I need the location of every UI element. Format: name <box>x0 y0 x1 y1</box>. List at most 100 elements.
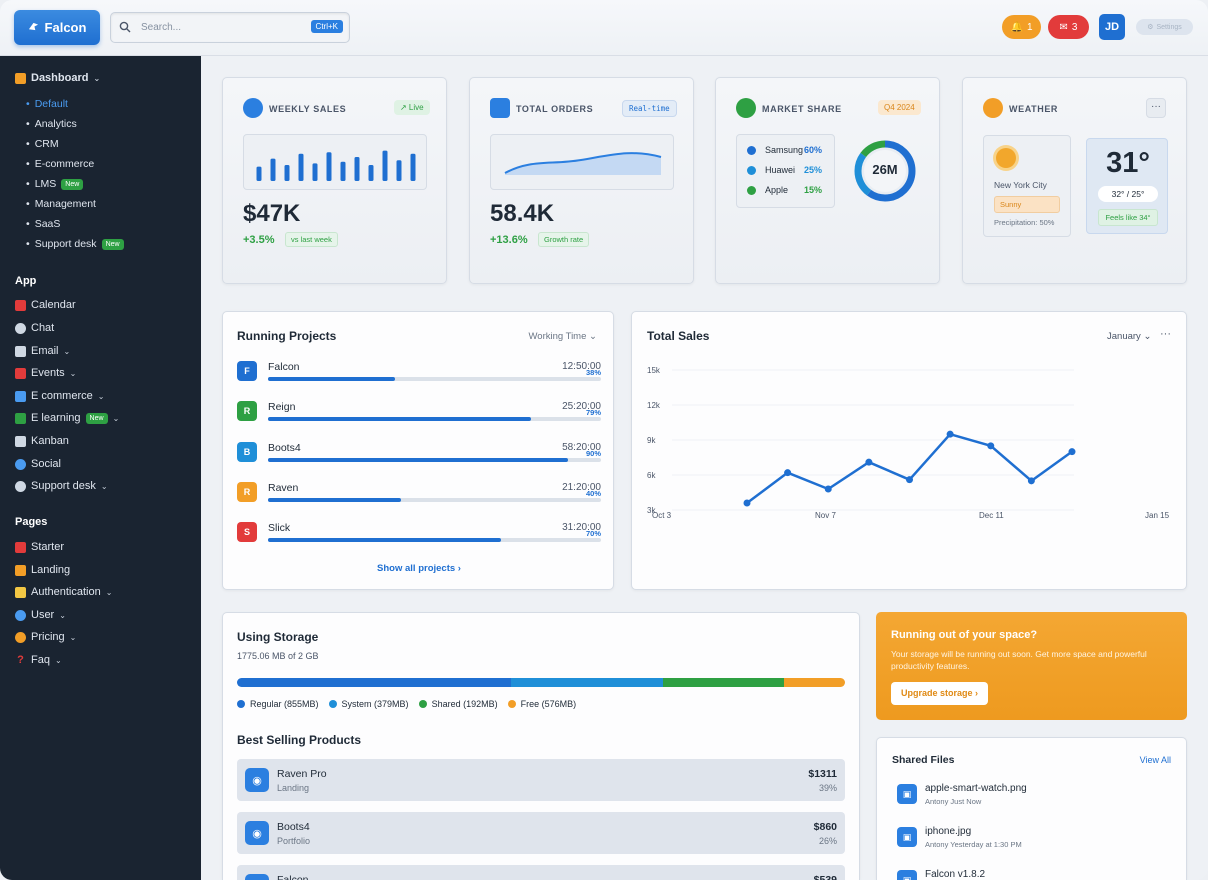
view-all-link[interactable]: View All <box>1139 755 1171 765</box>
mail-icon <box>15 345 26 357</box>
bullet-icon: • <box>26 218 30 230</box>
sales-data-point[interactable] <box>784 469 792 477</box>
upgrade-storage-button[interactable]: Upgrade storage › <box>891 682 988 705</box>
sidebar-item-e-learning[interactable]: E learning New ⌄ <box>15 412 119 424</box>
sidebar-item-dashboard[interactable]: Dashboard ⌄ <box>15 72 100 84</box>
project-row[interactable]: B Boots4 58:20:00 90% <box>237 441 601 476</box>
shared-file-row[interactable]: ▣ apple-smart-watch.png Antony Just Now <box>897 782 1177 812</box>
file-meta: Antony Yesterday at 1:30 PM <box>925 840 1022 849</box>
sidebar-item-e-commerce[interactable]: E commerce ⌄ <box>15 390 104 402</box>
sidebar-item-calendar[interactable]: Calendar <box>15 299 76 311</box>
sales-data-point[interactable] <box>865 458 873 466</box>
legend-label: Regular (855MB) <box>250 699 319 709</box>
sidebar-sub-lms[interactable]: • LMS New <box>26 178 84 190</box>
sales-data-point[interactable] <box>743 499 751 507</box>
storage-legend-item: System (379MB) <box>328 699 409 709</box>
sidebar-item-faq[interactable]: ? Faq ⌄ <box>15 654 62 666</box>
shared-file-row[interactable]: ▣ Falcon v1.8.2 <box>897 868 1177 880</box>
card-title: Running Projects <box>237 329 337 343</box>
sidebar-item-label: Events <box>31 367 65 379</box>
total-sales-card: Total Sales January ⌄ ··· 15k 12k 9k 6k 3k Oc… <box>631 311 1187 590</box>
sidebar-item-landing[interactable]: Landing <box>15 564 70 576</box>
search-input[interactable]: Search... Ctrl+K <box>110 12 350 43</box>
running-projects-card: Running Projects Working Time ⌄ F Falcon 1… <box>222 311 614 590</box>
project-row[interactable]: R Reign 25:20:00 79% <box>237 401 601 435</box>
new-badge: New <box>101 238 124 250</box>
market-share-donut <box>854 140 916 202</box>
weekly-sales-bars <box>256 150 416 181</box>
shared-file-row[interactable]: ▣ iphone.jpg Antony Yesterday at 1:30 PM <box>897 825 1177 855</box>
sales-data-point[interactable] <box>824 485 832 493</box>
legend-label: Free (576MB) <box>520 699 577 709</box>
sidebar-item-events[interactable]: Events ⌄ <box>15 367 76 379</box>
sidebar-sub-default[interactable]: • Default <box>26 98 68 110</box>
sidebar-item-chat[interactable]: Chat <box>15 322 54 334</box>
sidebar-item-pricing[interactable]: Pricing ⌄ <box>15 631 76 643</box>
banner-body: Your storage will be running out soon. G… <box>891 649 1147 671</box>
product-percent: 26% <box>818 836 837 846</box>
project-row[interactable]: F Falcon 12:50:00 38% <box>237 361 601 395</box>
project-progress-track <box>268 417 601 422</box>
show-all-projects-link[interactable]: Show all projects › <box>377 563 461 574</box>
sidebar-item-label: Starter <box>31 541 65 553</box>
file-name: apple-smart-watch.png <box>925 783 1027 794</box>
pin-icon <box>243 98 263 118</box>
sidebar-item-kanban[interactable]: Kanban <box>15 435 69 447</box>
graduation-cap-icon <box>15 412 26 424</box>
storage-card: Using Storage 1775.06 MB of 2 GB Regular… <box>222 612 860 880</box>
settings-button[interactable]: ⚙ Settings <box>1136 19 1193 35</box>
product-row[interactable]: ◉ Boots4 Portfolio $860 26% <box>237 812 845 854</box>
sidebar-item-starter[interactable]: Starter <box>15 541 64 553</box>
shared-files-card: Shared Files View All ▣ apple-smart-watch… <box>876 737 1187 880</box>
sales-data-point[interactable] <box>906 476 913 484</box>
product-row[interactable]: ◉ Falcon $539 <box>237 865 845 880</box>
legend-dot <box>747 186 756 195</box>
sidebar-item-authentication[interactable]: Authentication ⌄ <box>15 586 112 598</box>
sidebar-item-support-desk[interactable]: Support desk ⌄ <box>15 480 108 492</box>
sidebar-item-email[interactable]: Email ⌄ <box>15 345 70 357</box>
messages-button[interactable]: ✉ 3 <box>1048 15 1089 39</box>
project-row[interactable]: R Raven 21:20:00 40% <box>237 481 601 516</box>
more-options-button[interactable]: ··· <box>1146 98 1166 118</box>
chevron-down-icon: ⌄ <box>93 73 101 83</box>
sales-data-point[interactable] <box>946 430 954 438</box>
project-progress-track <box>268 377 601 381</box>
sidebar-sub-saas[interactable]: • SaaS <box>26 218 60 230</box>
project-progress-track <box>268 538 601 543</box>
sidebar-sub-analytics[interactable]: • Analytics <box>26 118 77 130</box>
notifications-button[interactable]: 🔔 1 <box>1002 15 1041 39</box>
month-dropdown[interactable]: January ⌄ <box>1107 331 1151 342</box>
project-row[interactable]: S Slick 31:20:00 70% <box>237 522 601 556</box>
weather-feels-like: Feels like 34° <box>1098 209 1158 226</box>
sidebar-item-user[interactable]: User ⌄ <box>15 609 66 621</box>
mail-icon: ✉ <box>1059 21 1068 33</box>
storage-segment <box>510 678 663 687</box>
brand-logo-button[interactable]: Falcon <box>14 10 100 45</box>
sales-data-point[interactable] <box>987 442 995 450</box>
x-tick-label: Nov 7 <box>815 511 836 520</box>
x-tick-label: Dec 11 <box>979 511 1004 520</box>
sidebar-sub-management[interactable]: • Management <box>26 198 96 210</box>
project-name: Raven <box>268 481 299 494</box>
weather-location-panel: New York City Sunny Precipitation: 50% <box>983 135 1071 237</box>
sales-data-point[interactable] <box>1027 477 1035 485</box>
sidebar-sub-ecommerce[interactable]: • E-commerce <box>26 158 94 170</box>
product-price: $1311 <box>808 768 837 780</box>
more-options-button[interactable]: ··· <box>1160 328 1171 340</box>
project-progress-fill <box>268 457 568 462</box>
product-icon: ◉ <box>245 768 269 792</box>
sidebar-sub-support-desk[interactable]: • Support desk New <box>26 238 124 250</box>
working-time-dropdown[interactable]: Working Time ⌄ <box>528 331 597 342</box>
bar-chart-icon <box>490 98 510 118</box>
bullet-icon: • <box>26 118 30 130</box>
sales-data-point[interactable] <box>1068 448 1076 456</box>
user-avatar-button[interactable]: JD <box>1099 14 1125 40</box>
chevron-down-icon: ⌄ <box>589 331 597 342</box>
weekly-sales-bar <box>326 152 332 181</box>
notifications-count: 1 <box>1026 21 1033 33</box>
sidebar-sub-crm[interactable]: • CRM <box>26 138 59 150</box>
storage-legend: Regular (855MB) System (379MB) Shared (192… <box>237 699 576 709</box>
product-row[interactable]: ◉ Raven Pro Landing $1311 39% <box>237 759 845 801</box>
sidebar-item-social[interactable]: Social <box>15 458 61 470</box>
project-time: 21:20:00 <box>562 481 601 493</box>
